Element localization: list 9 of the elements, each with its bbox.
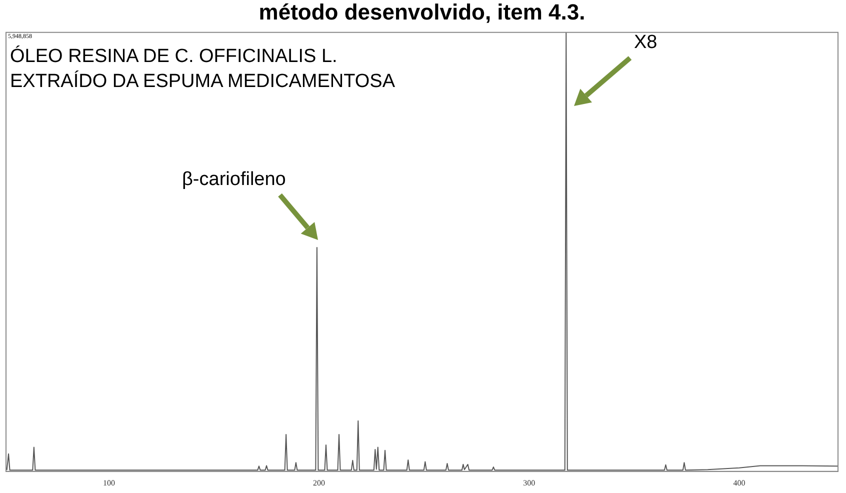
x-tick-label: 100 [102,478,115,488]
annotation: ÓLEO RESINA DE C. OFFICINALIS L. [10,46,338,68]
x-tick-label: 200 [313,478,326,488]
annotation: β-cariofileno [182,169,286,191]
x-tick-label: 400 [733,478,746,488]
annotation: EXTRAÍDO DA ESPUMA MEDICAMENTOSA [10,71,396,94]
annotation: X8 [634,32,658,54]
x-tick-label: 300 [523,478,536,488]
chart-title: método desenvolvido, item 4.3. [258,0,586,24]
